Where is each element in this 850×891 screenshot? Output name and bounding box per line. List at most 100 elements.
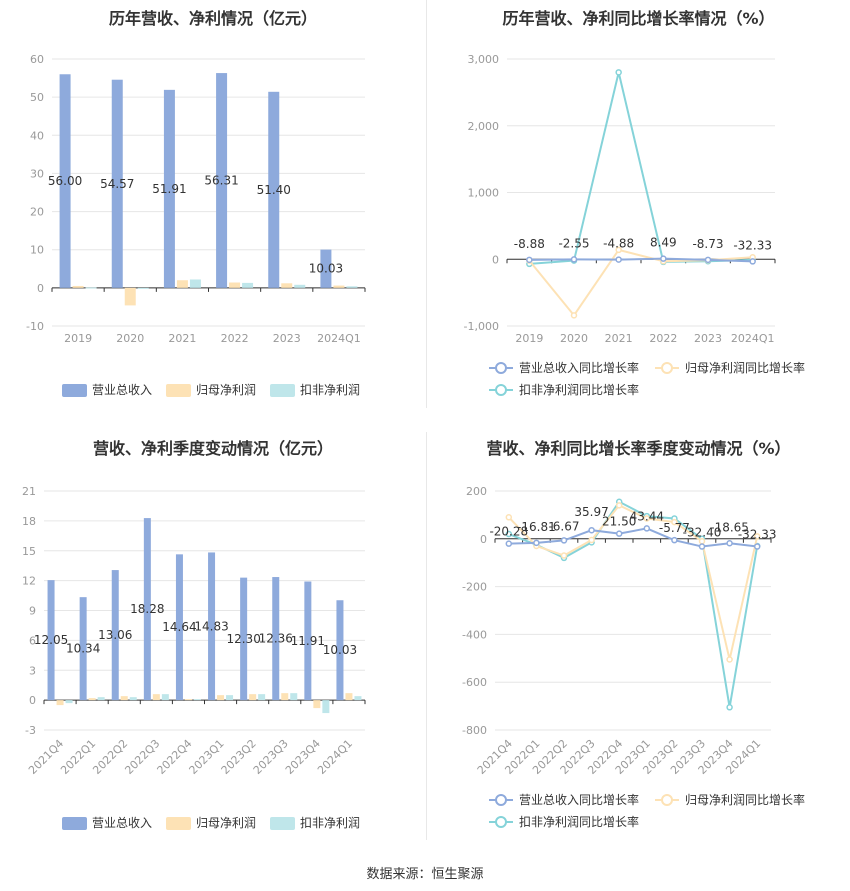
vertical-divider-bottom — [426, 432, 427, 840]
y-tick-label: 20 — [30, 206, 44, 219]
series-line-parent-profit-growth — [508, 504, 759, 660]
series-point — [753, 543, 761, 550]
bar-deducted-profit — [322, 700, 330, 714]
bar-revenue — [208, 552, 216, 701]
legend-label: 归母净利润 — [196, 816, 256, 830]
x-tick-label: 2020 — [116, 332, 144, 345]
legend-label: 扣非净利润同比增长率 — [519, 382, 639, 397]
data-label: 10.34 — [66, 642, 100, 656]
bar-parent-profit — [152, 694, 160, 701]
bar-parent-profit — [88, 698, 96, 701]
bar-revenue — [304, 581, 312, 701]
legend-swatch — [270, 817, 295, 830]
bar-deducted-profit — [290, 693, 298, 701]
y-tick-label: 60 — [30, 53, 44, 66]
bar-revenue — [47, 580, 55, 701]
legend-label: 营业总收入同比增长率 — [519, 360, 639, 375]
legend-swatch — [270, 384, 295, 397]
y-tick-label: 0 — [492, 253, 499, 266]
series-line-deducted-profit-growth — [529, 72, 753, 265]
legend-label: 归母净利润 — [196, 383, 256, 397]
data-label: -4.88 — [603, 237, 634, 251]
y-tick-label: 15 — [22, 545, 36, 558]
y-tick-label: -200 — [462, 581, 487, 594]
series-point — [615, 530, 623, 537]
data-label: 11.91 — [291, 634, 325, 648]
data-label: 12.30 — [226, 632, 260, 646]
bar-revenue — [143, 518, 151, 701]
data-label: -8.73 — [692, 237, 723, 251]
data-label: -18.65 — [710, 520, 749, 534]
bar-deducted-profit — [161, 694, 169, 701]
y-tick-label: 1,000 — [468, 187, 500, 200]
bar-revenue — [163, 89, 175, 288]
bar-revenue — [216, 73, 228, 288]
series-point — [753, 533, 761, 540]
data-label: -2.55 — [558, 236, 589, 250]
annual-growth-chart: -1,000 0 1,000 2,000 3,000 2019 2020 2021 2022 20… — [464, 53, 805, 397]
bar-parent-profit — [249, 694, 257, 701]
legend-swatch — [166, 817, 191, 830]
bar-deducted-profit — [137, 287, 149, 289]
data-label: 54.57 — [100, 177, 134, 191]
bar-revenue — [79, 597, 87, 701]
legend-label: 归母净利润同比增长率 — [685, 792, 805, 807]
bar-deducted-profit — [189, 279, 201, 288]
quarterly-revenue-profit-chart: -30369121518212021Q42022Q12022Q22022Q320… — [22, 485, 366, 830]
y-tick-label: 3 — [29, 664, 36, 677]
x-tick-label: 2023 — [694, 332, 722, 345]
y-tick-label: 0 — [480, 533, 487, 546]
series-point — [726, 656, 733, 663]
chart-title: 历年营收、净利同比增长率情况（%） — [502, 9, 775, 28]
series-point — [588, 536, 595, 544]
y-tick-label: 0 — [29, 694, 36, 707]
series-point — [671, 536, 678, 544]
y-tick-label: -3 — [25, 724, 36, 737]
series-point — [615, 256, 622, 263]
x-tick-label: 2022 — [649, 332, 677, 345]
legend-label: 营业总收入 — [92, 816, 152, 830]
legend-swatch-marker — [495, 362, 507, 374]
data-label: 14.83 — [194, 619, 228, 633]
bar-deducted-profit — [294, 284, 306, 288]
series-point — [615, 69, 622, 76]
series-point — [505, 530, 513, 538]
series-point — [570, 256, 578, 263]
bar-parent-profit — [184, 699, 192, 701]
series-line-revenue-growth — [529, 257, 753, 263]
series-point — [726, 540, 733, 547]
bar-deducted-profit — [193, 699, 201, 701]
legend-swatch-marker — [495, 384, 507, 396]
bar-revenue — [175, 554, 183, 701]
bar-parent-profit — [333, 285, 345, 288]
bar-deducted-profit — [97, 697, 105, 701]
legend-label: 扣非净利润 — [300, 383, 360, 397]
series-point — [505, 514, 513, 521]
data-source-note: 数据来源：恒生聚源 — [366, 867, 484, 882]
quarterly-revenue-profit-panel: 营收、净利季度变动情况（亿元） -3 0 3 6 9 12 15 18 21 2021Q4 2022… — [0, 425, 426, 855]
y-tick-label: -400 — [462, 628, 487, 641]
series-point — [526, 256, 533, 264]
bar-revenue — [59, 74, 71, 288]
bar-deducted-profit — [65, 700, 73, 704]
legend-label: 扣非净利润 — [300, 816, 360, 830]
y-tick-label: -800 — [462, 724, 487, 737]
legend-swatch-marker — [495, 816, 507, 828]
data-label: 12.05 — [34, 633, 68, 647]
chart-title: 历年营收、净利情况（亿元） — [108, 9, 317, 28]
bar-revenue — [111, 570, 119, 701]
bar-deducted-profit — [258, 694, 266, 701]
series-point — [588, 526, 595, 534]
legend-swatch-marker — [661, 794, 673, 806]
x-tick-label: 2019 — [515, 332, 543, 345]
bar-revenue — [336, 600, 344, 701]
data-label: 35.97 — [574, 505, 608, 519]
y-tick-label: 30 — [30, 167, 44, 180]
bar-revenue — [111, 79, 123, 288]
y-tick-label: 12 — [22, 575, 36, 588]
data-label: 10.03 — [309, 262, 343, 276]
series-point — [643, 525, 651, 532]
x-tick-label: 2021 — [168, 332, 196, 345]
series-point — [560, 537, 568, 544]
bar-parent-profit — [229, 282, 241, 288]
